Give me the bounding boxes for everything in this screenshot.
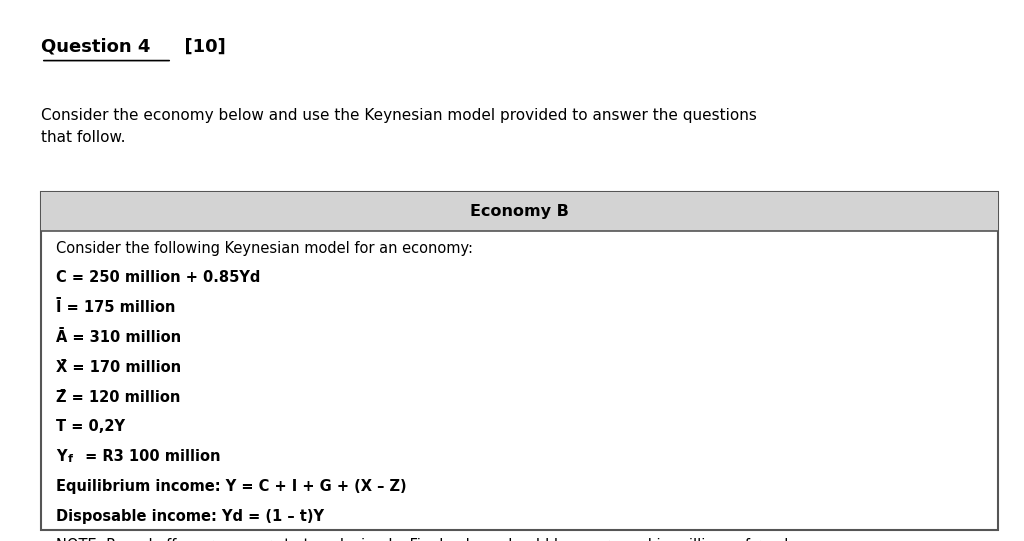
Text: Equilibrium income: Y = C + I + G + (X – Z): Equilibrium income: Y = C + I + G + (X –… xyxy=(56,479,407,494)
Text: = R3 100 million: = R3 100 million xyxy=(80,449,220,464)
Text: NOTE: Round off your answers to two decimals. Final values should be expressed i: NOTE: Round off your answers to two deci… xyxy=(56,538,794,541)
Text: Ā = 310 million: Ā = 310 million xyxy=(56,330,181,345)
Text: C = 250 million + 0.85Yd: C = 250 million + 0.85Yd xyxy=(56,270,261,286)
Text: X̄ = 170 million: X̄ = 170 million xyxy=(56,360,181,375)
Text: [10]: [10] xyxy=(172,38,225,56)
Text: Y: Y xyxy=(56,449,67,464)
Text: Consider the economy below and use the Keynesian model provided to answer the qu: Consider the economy below and use the K… xyxy=(41,108,757,146)
Bar xyxy=(41,192,998,231)
Bar xyxy=(41,192,998,530)
Text: Ī = 175 million: Ī = 175 million xyxy=(56,300,176,315)
Text: Disposable income: Yd = (1 – t)Y: Disposable income: Yd = (1 – t)Y xyxy=(56,509,325,524)
Text: T = 0,2Y: T = 0,2Y xyxy=(56,419,125,434)
Text: Question 4: Question 4 xyxy=(41,38,151,56)
Text: Economy B: Economy B xyxy=(470,204,569,219)
Text: Consider the following Keynesian model for an economy:: Consider the following Keynesian model f… xyxy=(56,241,473,256)
Text: f: f xyxy=(68,454,73,464)
Text: Z̄ = 120 million: Z̄ = 120 million xyxy=(56,390,180,405)
